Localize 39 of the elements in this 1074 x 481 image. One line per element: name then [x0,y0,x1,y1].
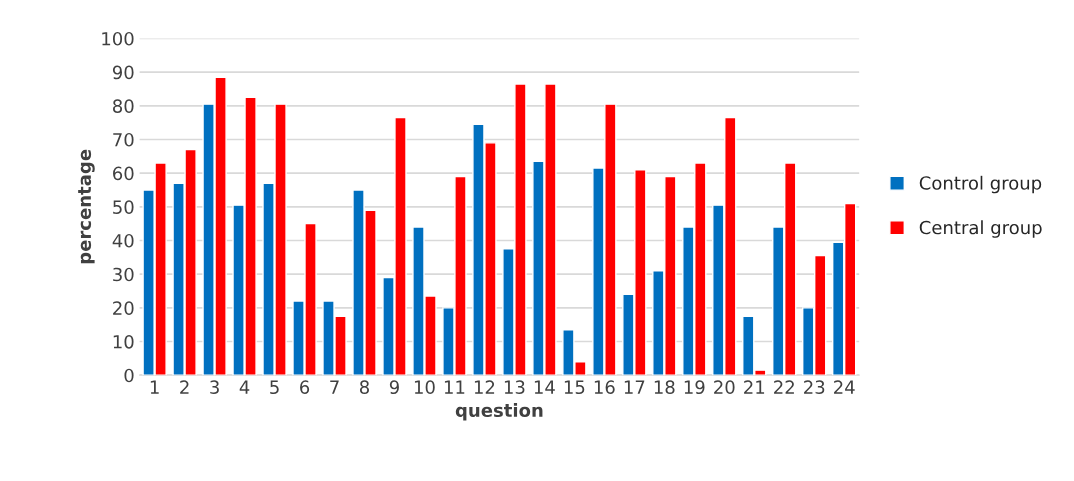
x-tick-label: 17 [624,380,645,394]
x-tick-label: 2 [180,380,189,394]
y-tick-label: 10 [113,334,134,349]
y-tick-label: 60 [113,166,134,181]
x-tick-label: 3 [210,380,219,395]
x-tick-label: 14 [534,380,555,394]
x-tick-label: 6 [300,380,310,395]
y-tick-label: 70 [113,132,134,147]
y-tick-label: 20 [113,301,134,315]
y-tick-label: 0 [124,368,134,383]
x-tick-label: 12 [474,380,495,394]
x-axis-title: question [455,403,543,421]
x-tick-label: 21 [744,380,765,394]
x-tick-label: 13 [504,380,525,395]
y-tick-label: 100 [102,31,134,46]
x-tick-label: 5 [270,380,279,395]
x-tick-label: 1 [150,380,159,394]
y-tick-label: 80 [113,99,134,113]
y-tick-label: 40 [112,233,134,248]
x-tick-label: 20 [714,380,735,395]
legend-label: Central group [919,220,1042,238]
x-tick-label: 10 [414,380,435,395]
x-tick-label: 24 [834,380,855,394]
y-tick-label: 30 [113,267,134,282]
y-tick-label: 90 [112,65,134,80]
x-tick-label: 8 [359,380,369,395]
x-tick-label: 23 [804,380,825,395]
y-axis-title: percentage [78,149,95,264]
x-tick-label: 15 [564,380,585,395]
x-tick-label: 16 [594,380,615,395]
y-tick-label: 50 [113,200,134,214]
x-tick-label: 4 [239,380,250,394]
x-tick-label: 22 [774,380,794,394]
x-tick-label: 7 [330,380,339,394]
x-tick-label: 19 [684,380,705,395]
legend-label: Control group [919,175,1042,194]
x-tick-label: 9 [389,380,399,395]
x-tick-label: 18 [654,380,675,395]
x-tick-label: 11 [444,380,465,394]
